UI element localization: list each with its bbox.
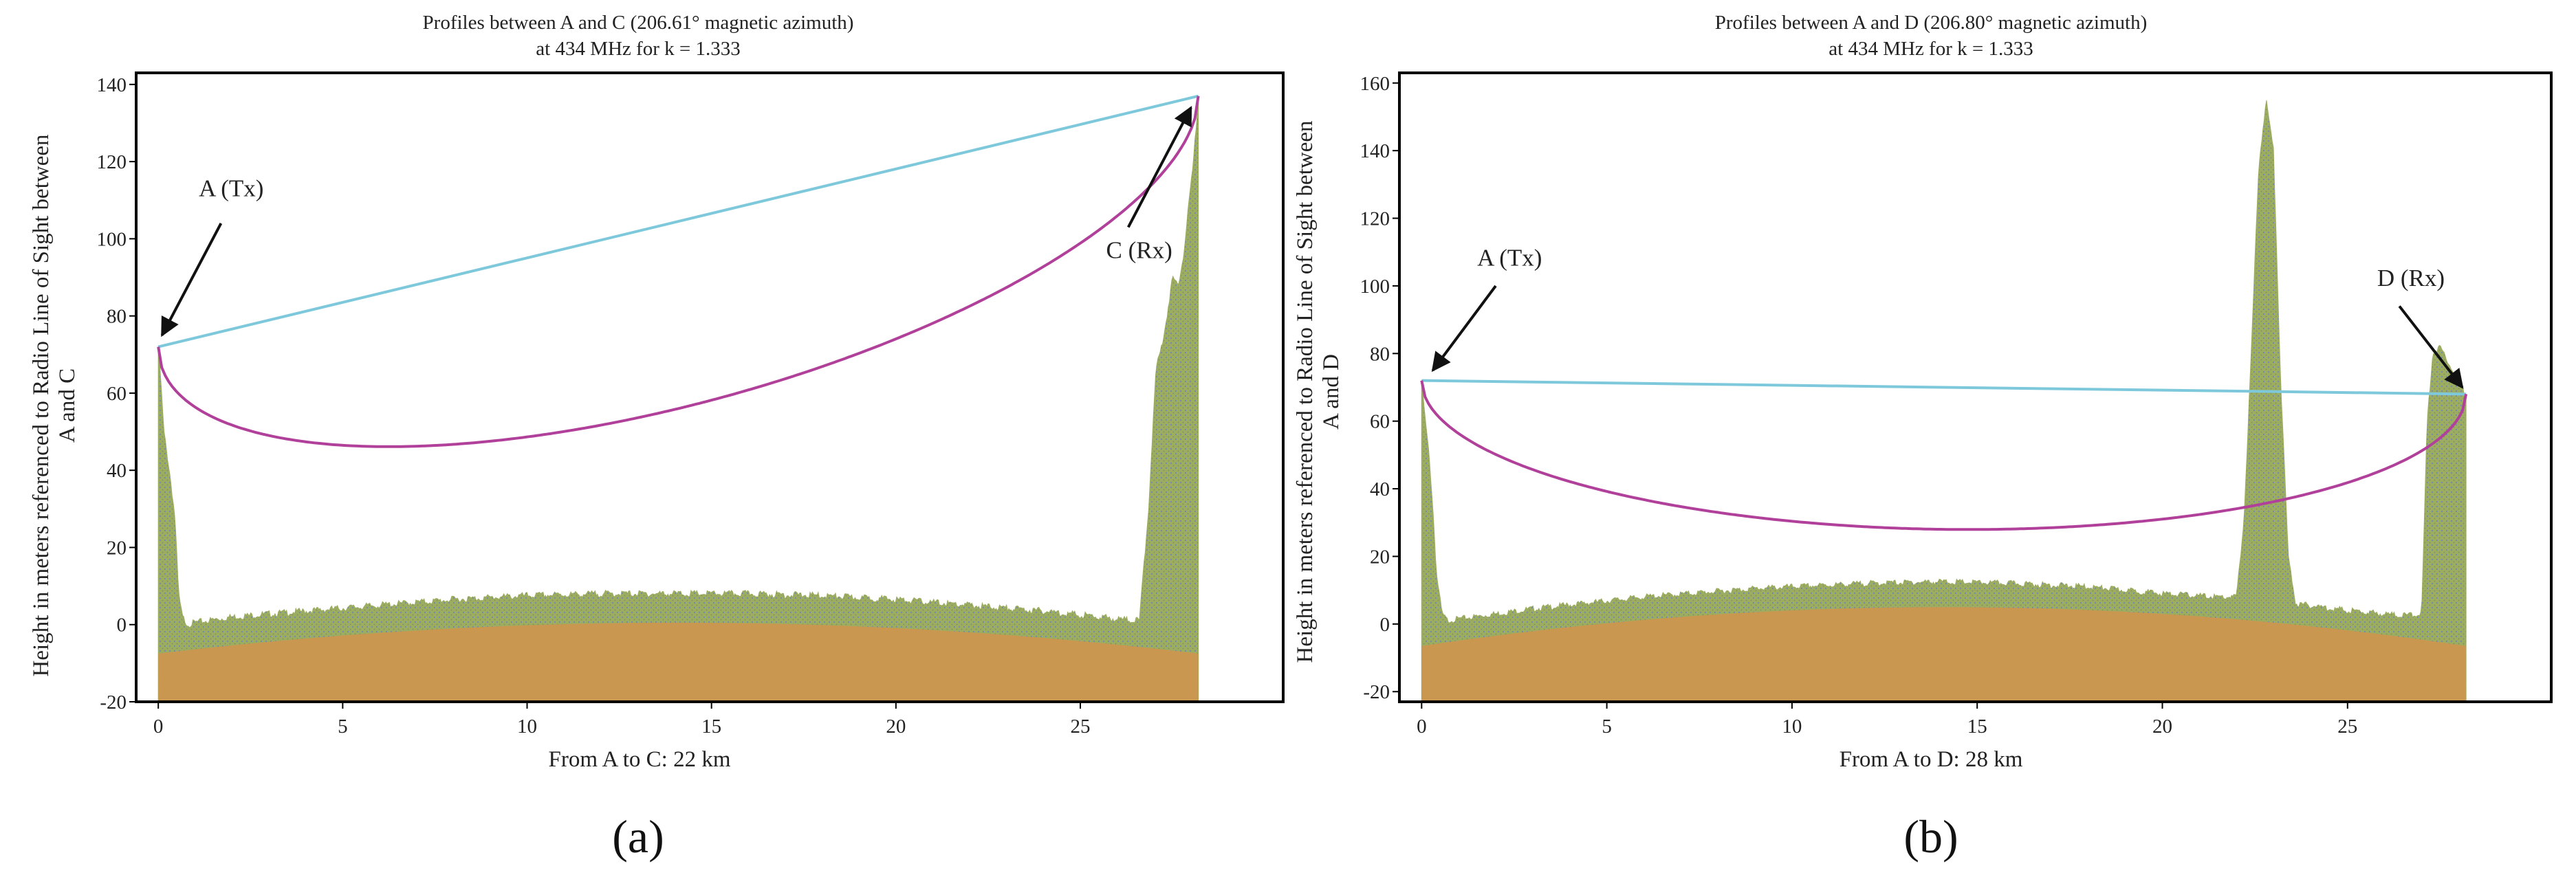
chart-a-earth-bulge: [158, 622, 1199, 702]
chart-b-ylabel-line1: Height in meters referenced to Radio Lin…: [1293, 121, 1318, 663]
chart-a-ylabel-line2: A and C: [55, 368, 80, 443]
chart-a-annotation-label-tx: A (Tx): [199, 175, 263, 202]
chart-b-ytick-label: -20: [1363, 681, 1390, 703]
chart-b-ytick-label: 60: [1370, 411, 1390, 433]
chart-a-caption: (a): [612, 810, 664, 863]
chart-panel-b: Profiles between A and D (206.80° magnet…: [1293, 12, 2553, 863]
chart-a-title-line1: Profiles between A and C (206.61° magnet…: [423, 12, 854, 34]
chart-b-ytick-label: 100: [1360, 276, 1390, 298]
chart-b-annotation-label-rx: D (Rx): [2377, 265, 2445, 291]
chart-b-annotation-arrow-tx: [1431, 285, 1497, 373]
chart-b-ylabel-line2: A and D: [1319, 354, 1344, 430]
chart-a-title-line2: at 434 MHz for k = 1.333: [536, 38, 740, 60]
chart-b-plot-area: [1420, 100, 2468, 702]
chart-a-ytick-label: 100: [97, 228, 127, 250]
chart-b-ytick-label: 40: [1370, 478, 1390, 500]
chart-b-ylabel: Height in meters referenced to Radio Lin…: [1293, 121, 1344, 663]
chart-a-xlabel: From A to C: 22 km: [549, 747, 731, 772]
chart-b-xtick-label: 5: [1602, 716, 1612, 738]
chart-a-annotation-arrow-tx: [160, 222, 223, 337]
chart-a-terrain-area: [157, 98, 1199, 702]
chart-b-title-line1: Profiles between A and D (206.80° magnet…: [1715, 12, 2148, 34]
chart-a-ytick-label: 60: [107, 383, 127, 405]
chart-a-annotation-arrow-rx: [1126, 106, 1192, 228]
chart-b-ytick-label: 120: [1360, 208, 1390, 230]
chart-a-xtick-label: 10: [517, 716, 537, 738]
chart-a-line-of-sight: [157, 94, 1199, 348]
chart-a-ytick-label: 0: [117, 614, 127, 636]
chart-b-caption: (b): [1903, 810, 1958, 863]
chart-a-xtick-label: 15: [701, 716, 721, 738]
chart-a-ytick-label: 140: [97, 74, 127, 96]
chart-a-fresnel-zone: [157, 96, 1200, 448]
chart-b-earth-bulge: [1421, 607, 2467, 702]
chart-panel-a: Profiles between A and C (206.61° magnet…: [29, 12, 1285, 863]
chart-b-xtick-label: 0: [1417, 716, 1427, 738]
chart-b-frame: [1398, 71, 2553, 703]
chart-a-frame: [135, 71, 1285, 703]
chart-a-annotation-label-rx: C (Rx): [1106, 236, 1172, 263]
chart-a-ytick-label: 120: [97, 151, 127, 173]
chart-b-xlabel: From A to D: 28 km: [1840, 747, 2023, 772]
chart-b-ytick-label: 160: [1360, 73, 1390, 95]
chart-a-xtick-label: 25: [1071, 716, 1091, 738]
chart-a-ylabel: Height in meters referenced to Radio Lin…: [29, 135, 80, 677]
chart-a-xtick-label: 20: [886, 716, 906, 738]
chart-a-xtick-label: 5: [338, 716, 348, 738]
chart-b-title-line2: at 434 MHz for k = 1.333: [1829, 38, 2033, 60]
chart-b-ytick-label: 20: [1370, 546, 1390, 568]
chart-a-xtick-label: 0: [153, 716, 164, 738]
chart-a-ytick-label: 20: [107, 537, 127, 559]
chart-b-line-of-sight: [1421, 379, 2467, 396]
chart-b-xtick-label: 15: [1967, 716, 1987, 738]
chart-b-annotation-arrow-rx: [2398, 305, 2464, 389]
chart-b-xtick-label: 10: [1782, 716, 1802, 738]
chart-b-annotation-label-tx: A (Tx): [1477, 244, 1542, 271]
chart-b-xtick-label: 25: [2337, 716, 2357, 738]
chart-a-ylabel-line1: Height in meters referenced to Radio Lin…: [29, 135, 54, 677]
chart-b-ytick-label: 80: [1370, 343, 1390, 365]
chart-a-plot-area: [157, 94, 1200, 702]
chart-b-ytick-label: 140: [1360, 140, 1390, 162]
chart-a-ytick-label: 80: [107, 306, 127, 328]
chart-a-ytick-label: -20: [100, 691, 127, 713]
chart-b-ytick-label: 0: [1380, 614, 1390, 636]
chart-a-ytick-label: 40: [107, 460, 127, 482]
chart-b-fresnel-zone: [1420, 380, 2468, 531]
chart-b-xtick-label: 20: [2152, 716, 2172, 738]
